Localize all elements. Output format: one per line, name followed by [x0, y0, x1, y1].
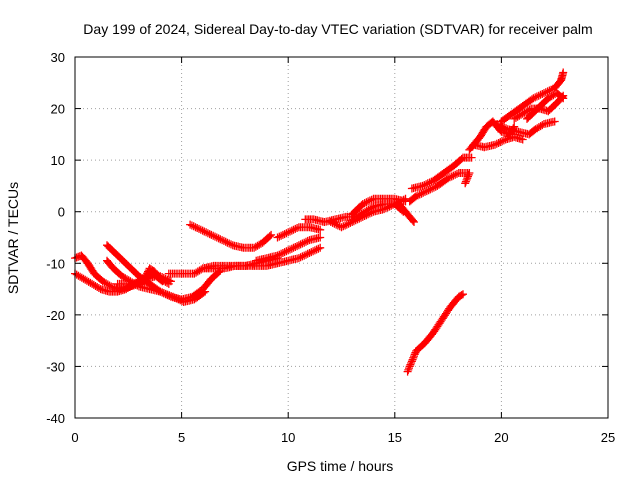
axis-ticks: 0 5 10 15 20 25 -40 -30 -20 -10 0 10 20 30: [46, 50, 615, 445]
data-point-markers: [493, 117, 559, 139]
series-track-23: [523, 89, 568, 123]
x-tick-label: 20: [494, 430, 508, 445]
series-track-8: [198, 243, 325, 273]
data-point-markers: [523, 89, 568, 123]
y-tick-label: -40: [46, 411, 65, 426]
data-point-markers: [198, 243, 325, 273]
y-axis-label: SDTVAR / TECUs: [5, 182, 21, 294]
data-point-markers: [273, 223, 325, 242]
data-marks: [71, 68, 568, 376]
chart-title: Day 199 of 2024, Sidereal Day-to-day VTE…: [83, 21, 592, 37]
y-tick-label: 30: [51, 50, 65, 65]
data-point-markers: [405, 169, 474, 206]
data-point-markers: [403, 290, 467, 376]
x-tick-label: 10: [281, 430, 295, 445]
series-track-20: [493, 117, 559, 139]
y-tick-label: 20: [51, 102, 65, 117]
data-point-markers: [497, 68, 568, 126]
x-axis-label: GPS time / hours: [287, 458, 394, 474]
series-track-15: [403, 290, 467, 376]
series-track-13: [348, 194, 410, 219]
series-track-9: [252, 233, 325, 265]
series-track-16: [405, 169, 474, 206]
series-track-17: [407, 153, 476, 193]
y-tick-label: -10: [46, 256, 65, 271]
series-track-14: [395, 200, 418, 226]
data-point-markers: [395, 200, 418, 226]
x-tick-label: 0: [71, 430, 78, 445]
data-point-markers: [407, 153, 476, 193]
series-track-10: [273, 223, 325, 242]
data-point-markers: [113, 264, 173, 288]
x-tick-label: 15: [388, 430, 402, 445]
grid-lines: [75, 57, 608, 418]
y-tick-label: 10: [51, 153, 65, 168]
y-tick-label: -20: [46, 308, 65, 323]
x-tick-label: 25: [601, 430, 615, 445]
series-track-5: [113, 264, 173, 288]
data-point-markers: [348, 194, 410, 219]
series-track-7: [186, 220, 276, 252]
series-track-22: [497, 68, 568, 126]
data-point-markers: [252, 233, 325, 265]
data-point-markers: [186, 220, 276, 252]
x-tick-label: 5: [178, 430, 185, 445]
data-point-markers: [469, 132, 527, 152]
y-tick-label: 0: [58, 205, 65, 220]
plot-frame: [74, 56, 609, 419]
y-tick-label: -30: [46, 359, 65, 374]
series-track-19: [469, 132, 527, 152]
